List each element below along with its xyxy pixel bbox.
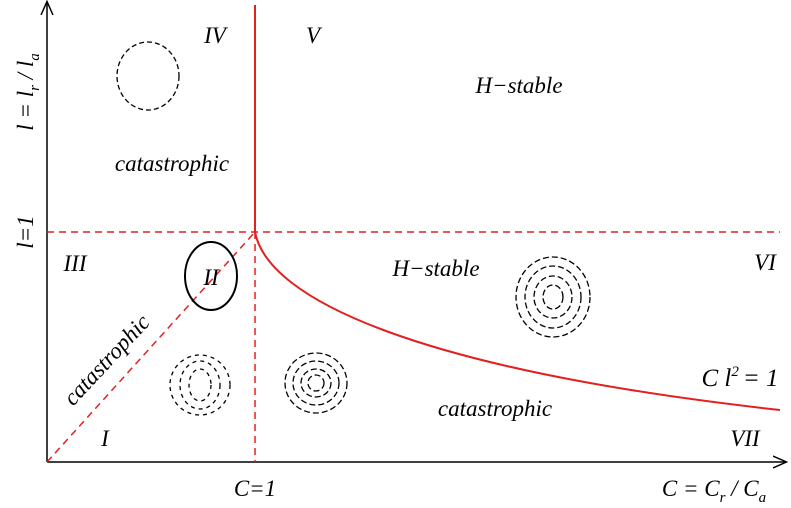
x-marker: C=1 bbox=[234, 476, 276, 501]
x-axis-label: C = Cr / Ca bbox=[662, 476, 766, 506]
curve-label-part: 2 bbox=[731, 364, 739, 380]
y-axis-label-part: / l bbox=[13, 61, 38, 85]
diagram: IV V III II VI I VII H−stable catastroph… bbox=[0, 0, 791, 508]
region-name: H−stable bbox=[474, 73, 562, 98]
curve-label: C l2= 1 bbox=[702, 364, 779, 392]
x-axis-label-part: / C bbox=[725, 476, 759, 501]
x-axis-label-part: a bbox=[759, 490, 767, 506]
region-name: H−stable bbox=[391, 256, 479, 281]
y-axis-label: l = lr / la bbox=[13, 53, 43, 130]
y-marker: l=1 bbox=[13, 215, 38, 248]
y-axis-label-part: a bbox=[27, 53, 43, 61]
region-label: IV bbox=[203, 23, 229, 48]
orbit-icon bbox=[117, 42, 179, 110]
curve-label-part: = 1 bbox=[743, 365, 779, 392]
region-label: II bbox=[202, 265, 220, 290]
region-label: III bbox=[63, 251, 88, 276]
orbit-icon bbox=[170, 355, 230, 415]
region-name: catastrophic bbox=[438, 396, 552, 421]
region-name: catastrophic bbox=[115, 151, 229, 176]
region-label: VI bbox=[754, 250, 777, 275]
x-axis-label-part: C = C bbox=[662, 476, 720, 501]
curve-label-part: C l bbox=[702, 365, 732, 392]
region-label: VII bbox=[730, 426, 761, 451]
y-axis-label-part: l = l bbox=[13, 91, 38, 131]
region-label: V bbox=[306, 23, 323, 48]
orbit-icon bbox=[516, 257, 590, 337]
orbit-icon bbox=[285, 353, 347, 413]
region-label: I bbox=[100, 426, 110, 451]
